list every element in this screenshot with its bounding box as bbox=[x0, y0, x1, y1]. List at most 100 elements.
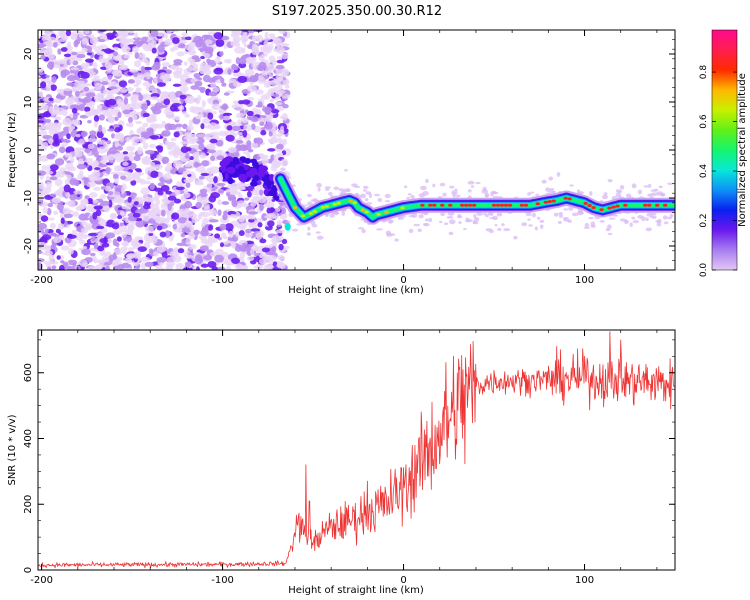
heatmap-cell bbox=[463, 203, 469, 207]
heatmap-cell bbox=[191, 67, 199, 72]
heatmap-cell bbox=[386, 232, 393, 237]
heatmap-cell bbox=[76, 54, 86, 59]
heatmap-cell bbox=[424, 218, 430, 222]
heatmap-cell bbox=[276, 56, 283, 60]
heatmap-cell bbox=[247, 96, 255, 101]
heatmap-cell bbox=[439, 182, 446, 187]
heatmap-cell bbox=[95, 107, 103, 114]
heatmap-cell bbox=[46, 126, 52, 131]
heatmap-cell bbox=[210, 155, 216, 162]
heatmap-cell bbox=[69, 58, 74, 65]
heatmap-cell bbox=[87, 265, 98, 270]
heatmap-cell bbox=[485, 194, 489, 198]
heatmap-cell bbox=[274, 102, 283, 106]
heatmap-cell bbox=[73, 190, 83, 195]
heatmap-cell bbox=[276, 59, 285, 64]
heatmap-cell bbox=[361, 229, 366, 234]
heatmap-cell bbox=[101, 81, 109, 86]
heatmap-cell bbox=[334, 210, 339, 216]
heatmap-cell bbox=[167, 195, 177, 201]
heatmap-cell bbox=[194, 218, 200, 222]
heatmap-cell bbox=[57, 169, 66, 178]
heatmap-cell bbox=[137, 146, 143, 155]
heatmap-cell bbox=[214, 123, 221, 130]
heatmap-cell bbox=[219, 242, 225, 248]
heatmap-cell bbox=[46, 208, 52, 216]
heatmap-cell bbox=[156, 245, 166, 253]
heatmap-cell bbox=[165, 261, 176, 267]
heatmap-cell bbox=[276, 143, 284, 150]
heatmap-cell bbox=[467, 180, 475, 185]
heatmap-cell bbox=[221, 167, 227, 174]
heatmap-cell bbox=[212, 86, 220, 93]
heatmap-cell bbox=[251, 142, 259, 149]
heatmap-cell bbox=[172, 223, 178, 230]
heatmap-cell bbox=[236, 200, 247, 208]
snr-x-label: Height of straight line (km) bbox=[288, 585, 424, 596]
heatmap-cell bbox=[667, 182, 674, 186]
heatmap-cell bbox=[114, 127, 121, 133]
heatmap-cell bbox=[120, 212, 127, 217]
heatmap-cell bbox=[163, 98, 171, 106]
heatmap-cell bbox=[108, 199, 113, 208]
heatmap-cell bbox=[122, 248, 127, 255]
heatmap-cell bbox=[51, 76, 57, 83]
y-tick-label: 0 bbox=[23, 147, 34, 153]
heatmap-cell bbox=[530, 191, 535, 194]
heatmap-cell bbox=[75, 90, 80, 97]
heatmap-cell bbox=[444, 222, 449, 226]
heatmap-cell bbox=[184, 155, 191, 159]
heatmap-cell bbox=[315, 231, 321, 234]
heatmap-cell bbox=[38, 222, 48, 230]
heatmap-cell bbox=[42, 35, 49, 39]
heatmap-cell bbox=[53, 236, 62, 244]
heatmap-cell bbox=[120, 58, 125, 66]
heatmap-cell bbox=[485, 228, 493, 232]
heatmap-cell bbox=[658, 185, 663, 189]
heatmap-cell bbox=[193, 35, 203, 44]
heatmap-cell bbox=[184, 132, 193, 138]
heatmap-cell bbox=[261, 71, 268, 76]
heatmap-cell bbox=[221, 157, 231, 166]
heatmap-cell bbox=[264, 197, 273, 201]
heatmap-cell bbox=[503, 228, 511, 232]
heatmap-cell bbox=[650, 189, 658, 192]
heatmap-cell bbox=[324, 186, 332, 189]
heatmap-cell bbox=[107, 98, 117, 106]
heatmap-cell bbox=[218, 130, 228, 137]
heatmap-cell bbox=[210, 96, 219, 100]
heatmap-cell bbox=[93, 114, 100, 122]
heatmap-cell bbox=[362, 185, 369, 189]
heatmap-cell bbox=[155, 73, 161, 78]
heatmap-cell bbox=[174, 115, 181, 121]
heatmap-cell bbox=[44, 228, 49, 233]
heatmap-cell bbox=[55, 228, 61, 234]
heatmap-cell bbox=[102, 255, 111, 263]
heatmap-cell bbox=[491, 203, 497, 207]
heatmap-cell bbox=[45, 42, 54, 46]
colorbar-tick-label: 0.8 bbox=[699, 65, 709, 80]
heatmap-cell bbox=[204, 108, 213, 113]
x-tick-label: -100 bbox=[211, 275, 234, 286]
heatmap-cell bbox=[497, 228, 502, 231]
heatmap-cell bbox=[156, 153, 163, 161]
heatmap-cell bbox=[63, 53, 72, 58]
heatmap-cell bbox=[439, 220, 443, 224]
heatmap-cell bbox=[489, 212, 494, 216]
heatmap-cell bbox=[90, 217, 99, 225]
heatmap-cell bbox=[551, 199, 556, 203]
heatmap-cell bbox=[282, 103, 289, 109]
heatmap-cell bbox=[640, 216, 646, 222]
heatmap-cell bbox=[432, 203, 437, 207]
heatmap-cell bbox=[376, 212, 381, 216]
heatmap-cell bbox=[56, 59, 67, 65]
heatmap-cell bbox=[140, 66, 146, 74]
heatmap-cell bbox=[187, 244, 197, 250]
heatmap-cell bbox=[273, 86, 279, 93]
heatmap-cell bbox=[45, 181, 52, 189]
heatmap-cell bbox=[238, 173, 248, 182]
heatmap-cell bbox=[212, 110, 217, 115]
heatmap-cell bbox=[175, 263, 184, 270]
